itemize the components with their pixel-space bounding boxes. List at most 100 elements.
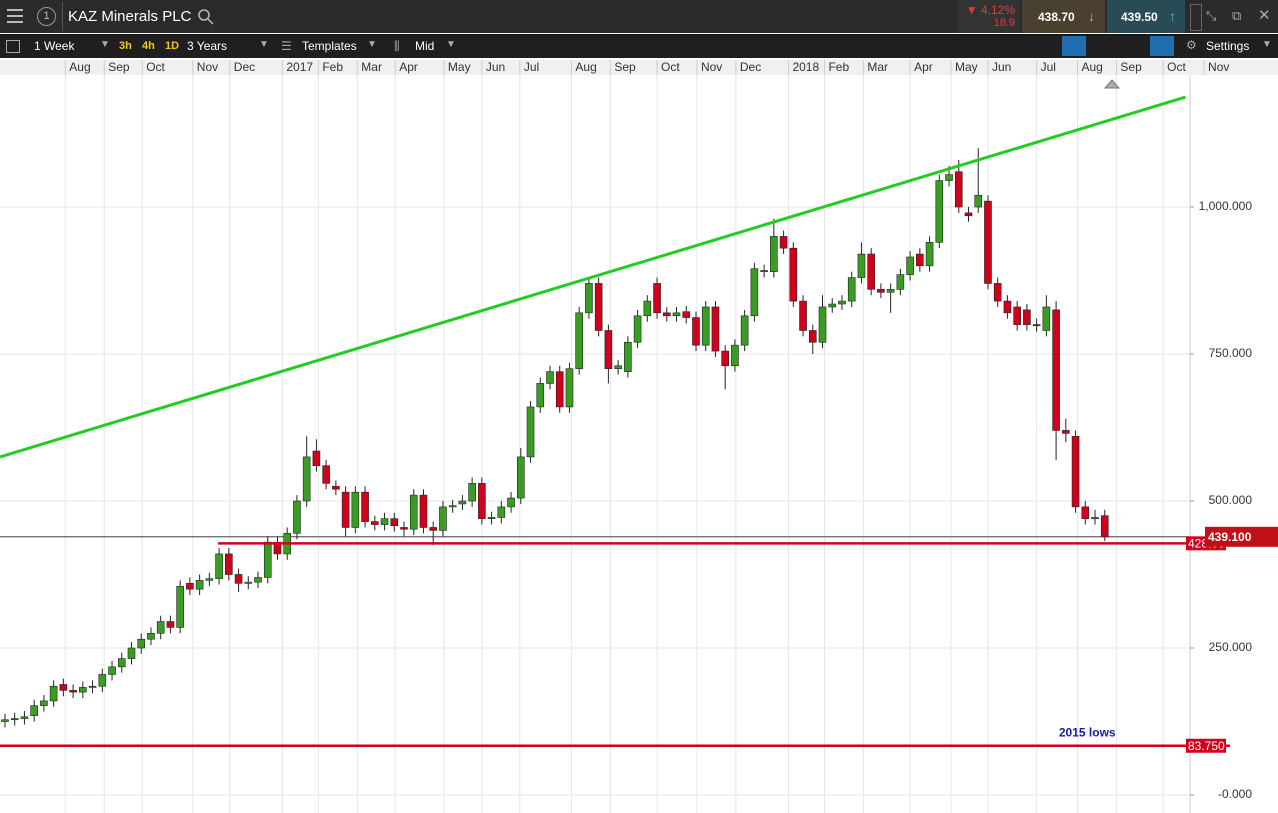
candle-body xyxy=(799,300,807,331)
menu-button[interactable] xyxy=(7,9,23,23)
x-tick-label: Jun xyxy=(486,60,505,74)
candle-body xyxy=(711,306,720,352)
candle-body xyxy=(186,583,194,590)
candle-body xyxy=(993,283,1002,302)
x-tick-label: Aug xyxy=(1082,60,1103,74)
candle-body xyxy=(964,212,973,217)
templates-select[interactable]: Templates xyxy=(302,39,357,53)
candle-body xyxy=(419,494,428,528)
tool-active[interactable] xyxy=(1150,36,1174,56)
candle-body xyxy=(458,500,467,505)
x-tick-label: May xyxy=(955,60,978,74)
candle-body xyxy=(662,312,671,317)
candle-body xyxy=(225,553,233,575)
tool-active[interactable] xyxy=(1062,36,1086,56)
x-tick-label: Sep xyxy=(1120,60,1142,74)
x-tick-label: 2017 xyxy=(286,60,313,74)
collapse-icon[interactable]: ⤡ xyxy=(1206,8,1217,23)
candle-body xyxy=(234,574,243,584)
toolbar: 1 Week ▼ 3h 4h 1D 3 Years ▼ ☰ Templates … xyxy=(0,34,1278,58)
y-tick-label: -0.000 xyxy=(1218,787,1252,801)
candle-body xyxy=(10,718,19,721)
time-marker xyxy=(1103,79,1121,89)
candle-body xyxy=(614,365,622,370)
settings-button[interactable]: Settings xyxy=(1206,39,1250,53)
annotation: 2015 lows xyxy=(1059,725,1116,739)
close-icon[interactable]: ✕ xyxy=(1258,7,1271,24)
y-tick-label: 1,000.000 xyxy=(1199,199,1253,213)
candle-body xyxy=(1042,306,1051,331)
x-tick-label: Jun xyxy=(992,60,1011,74)
x-tick-label: Mar xyxy=(361,60,382,74)
candle-body xyxy=(760,270,768,272)
candle-body xyxy=(439,506,447,531)
candle-body xyxy=(604,330,613,370)
candle-body xyxy=(750,268,759,317)
candle-body xyxy=(1003,300,1012,314)
quick-interval[interactable]: 1D xyxy=(165,40,180,52)
depth-icon[interactable] xyxy=(1190,4,1202,31)
candle-body xyxy=(740,315,749,346)
x-tick-label: Oct xyxy=(146,60,165,74)
candle-body xyxy=(59,684,68,691)
candle-body xyxy=(429,527,438,531)
candle-body xyxy=(633,315,642,343)
candle-body xyxy=(643,300,652,317)
candle-body xyxy=(906,256,914,275)
buy-button[interactable]: 439.50 ↑ xyxy=(1107,0,1185,33)
candle-body xyxy=(1013,306,1021,325)
candle-body xyxy=(984,200,992,284)
interval-select[interactable]: 1 Week xyxy=(34,39,75,53)
candle-body xyxy=(332,486,340,490)
candle-body xyxy=(468,483,476,502)
candle-body xyxy=(127,647,136,659)
candle-body xyxy=(731,344,739,367)
history-badge[interactable]: 1 xyxy=(37,7,56,26)
trendline xyxy=(0,95,1186,459)
candle-body xyxy=(88,685,97,688)
candle-body xyxy=(682,311,691,318)
header-bar: 1 KAZ Minerals PLC ▼ 4.12% 18.9 438.70 ↓… xyxy=(0,0,1278,33)
list-icon[interactable] xyxy=(6,40,20,53)
candle-body xyxy=(886,289,895,293)
candle-body xyxy=(1071,436,1080,508)
x-tick-label: Dec xyxy=(234,60,255,74)
candle-body xyxy=(497,506,506,518)
x-tick-label: Nov xyxy=(1208,60,1229,74)
x-tick-label: Aug xyxy=(575,60,596,74)
time-axis-strip xyxy=(0,60,1278,75)
quick-interval[interactable]: 3h xyxy=(119,40,132,52)
level-label: 83.750 xyxy=(1188,739,1225,753)
candle-body xyxy=(507,497,515,508)
quick-interval[interactable]: 4h xyxy=(142,40,155,52)
candle-body xyxy=(108,666,116,675)
candle-body xyxy=(624,341,632,372)
x-tick-label: Dec xyxy=(740,60,761,74)
candle-body xyxy=(974,194,983,208)
x-tick-label: Oct xyxy=(1167,60,1186,74)
candle-body xyxy=(195,580,204,590)
candle-body xyxy=(478,483,486,519)
sell-button[interactable]: 438.70 ↓ xyxy=(1022,0,1105,33)
level-badge xyxy=(1186,738,1226,753)
candle-body xyxy=(166,621,175,628)
candle-body xyxy=(302,456,311,502)
search-icon[interactable] xyxy=(198,9,214,25)
popout-icon[interactable]: ⧉ xyxy=(1232,8,1242,23)
candle-body xyxy=(176,585,184,628)
x-tick-label: Oct xyxy=(661,60,680,74)
range-select[interactable]: 3 Years xyxy=(187,39,228,53)
candle-body xyxy=(779,236,788,249)
y-tick-label: 250.000 xyxy=(1209,640,1253,654)
candle-body xyxy=(770,236,778,272)
x-tick-label: Feb xyxy=(828,60,849,74)
candle-body xyxy=(789,247,798,302)
candle-body xyxy=(98,674,107,687)
y-tick-label: 500.000 xyxy=(1209,493,1253,507)
candle-body xyxy=(1062,430,1070,434)
candle-body xyxy=(896,274,905,290)
candle-body xyxy=(156,621,165,634)
candle-body xyxy=(40,700,48,706)
instrument-title: KAZ Minerals PLC xyxy=(68,8,192,25)
price-type-select[interactable]: Mid xyxy=(415,39,435,53)
